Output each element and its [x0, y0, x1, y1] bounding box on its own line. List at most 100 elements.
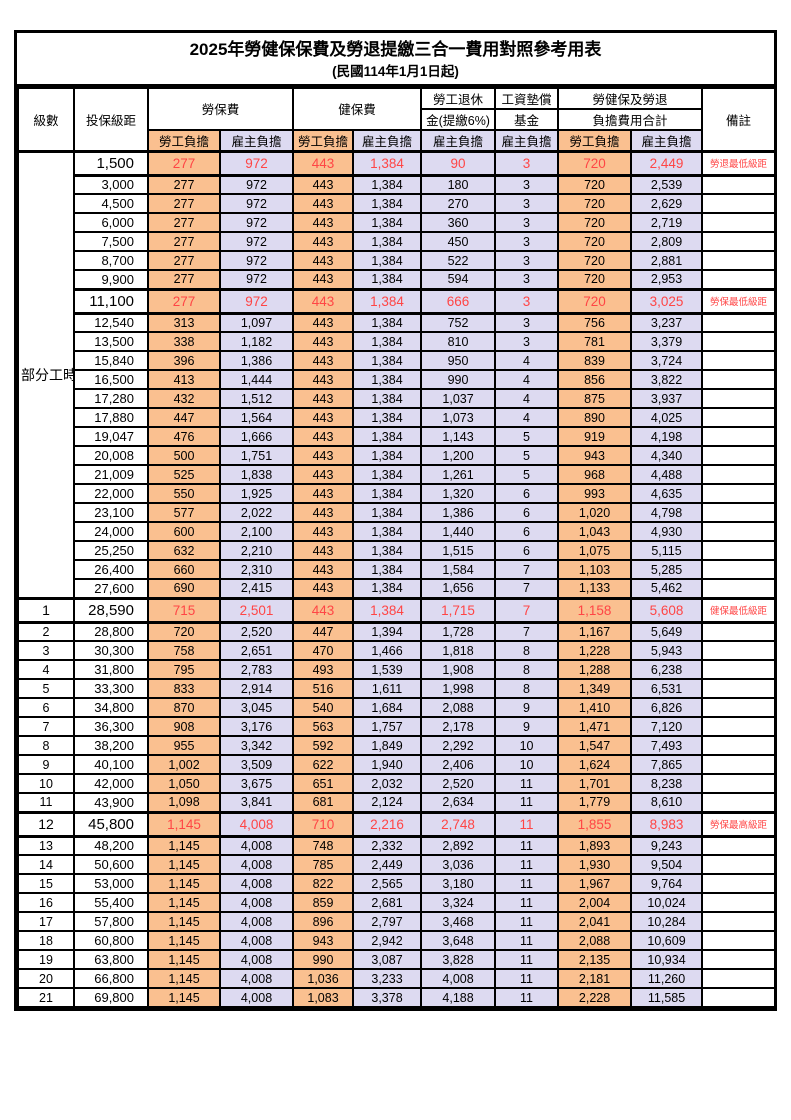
fee-cell: 443 — [292, 287, 355, 315]
fee-cell: 2,449 — [352, 854, 423, 876]
table-row: 18 60,800 1,145 4,008 943 2,942 3,648 11 2,088 10… — [17, 930, 777, 952]
fee-cell: 1,384 — [352, 149, 423, 177]
remark-cell — [701, 193, 777, 215]
fee-cell: 651 — [292, 773, 355, 795]
remark-cell — [701, 331, 777, 353]
fee-cell: 443 — [292, 269, 355, 291]
remark-cell — [701, 231, 777, 253]
fee-cell: 955 — [147, 735, 221, 757]
fee-cell: 443 — [292, 174, 355, 196]
fee-cell: 443 — [292, 388, 355, 410]
remark-cell — [701, 892, 777, 914]
remark-cell — [701, 407, 777, 429]
fee-cell: 720 — [557, 269, 633, 291]
level-cell: 17 — [17, 911, 75, 933]
fee-cell: 4,008 — [218, 949, 295, 971]
bracket-cell: 16,500 — [73, 369, 149, 391]
col-header-pension-line1: 勞工退休 — [420, 86, 497, 110]
table-row: 7,500 277 972 443 1,384 450 3 720 2,809 — [18, 231, 777, 253]
fee-cell: 443 — [292, 407, 355, 429]
fee-cell: 1,715 — [420, 596, 497, 624]
fee-cell: 11 — [494, 810, 560, 838]
fee-cell: 2,178 — [420, 716, 497, 738]
fee-cell: 3,822 — [630, 369, 704, 391]
table-row: 12 45,800 1,145 4,008 710 2,216 2,748 11 1,855 8,… — [17, 810, 777, 838]
fee-cell: 1,384 — [352, 287, 423, 315]
fee-cell: 3,180 — [420, 873, 497, 895]
fee-cell: 443 — [292, 578, 355, 600]
fee-cell: 972 — [218, 250, 295, 272]
fee-cell: 4,188 — [420, 987, 497, 1009]
table-row: 10 42,000 1,050 3,675 651 2,032 2,520 11 1,701 8,… — [17, 773, 777, 795]
fee-cell: 2,406 — [420, 754, 497, 776]
fee-cell: 9 — [494, 697, 560, 719]
bracket-cell: 1,500 — [73, 149, 149, 177]
table-row: 9 40,100 1,002 3,509 622 1,940 2,406 10 1,624 7,8… — [17, 754, 777, 776]
fee-cell: 5 — [494, 445, 560, 467]
bracket-cell: 40,100 — [73, 754, 149, 776]
fee-cell: 4,008 — [218, 987, 295, 1009]
fee-cell: 1,384 — [352, 312, 423, 334]
bracket-cell: 43,900 — [73, 792, 149, 814]
fee-cell: 720 — [557, 174, 633, 196]
fee-cell: 2,004 — [557, 892, 633, 914]
fee-cell: 795 — [147, 659, 221, 681]
table-row: 19 63,800 1,145 4,008 990 3,087 3,828 11 2,135 10… — [17, 949, 777, 971]
fee-cell: 443 — [292, 149, 355, 177]
fee-cell: 3 — [494, 212, 560, 234]
level-cell: 3 — [17, 640, 75, 662]
subheader-labor-employee-share: 勞工負擔 — [147, 128, 221, 153]
table-row: 20 66,800 1,145 4,008 1,036 3,233 4,008 11 2,181… — [17, 968, 777, 990]
fee-cell: 4,488 — [630, 464, 704, 486]
fee-cell: 1,547 — [557, 735, 633, 757]
fee-cell: 972 — [218, 287, 295, 315]
fee-cell: 4 — [494, 388, 560, 410]
fee-cell: 1,967 — [557, 873, 633, 895]
table-body: 部分工時 1,500 277 972 443 1,384 90 3 720 2,449 勞退最低級距… — [17, 149, 777, 1009]
bracket-cell: 31,800 — [73, 659, 149, 681]
fee-cell: 1,512 — [218, 388, 295, 410]
fee-cell: 443 — [292, 540, 355, 562]
fee-cell: 1,288 — [557, 659, 633, 681]
fee-cell: 8 — [494, 640, 560, 662]
fee-cell: 1,384 — [352, 596, 423, 624]
fee-cell: 1,228 — [557, 640, 633, 662]
subheader-total-employer-share: 雇主負擔 — [630, 128, 704, 153]
table-row: 部分工時 1,500 277 972 443 1,384 90 3 720 2,449 勞退最低級距 — [17, 149, 777, 600]
bracket-cell: 30,300 — [73, 640, 149, 662]
fee-cell: 972 — [218, 174, 295, 196]
fee-cell: 710 — [292, 810, 355, 838]
fee-cell: 758 — [147, 640, 221, 662]
fee-cell: 622 — [292, 754, 355, 776]
title-box: 2025年勞健保保費及勞退提繳三合一費用對照參考用表 (民國114年1月1日起) — [17, 33, 774, 87]
fee-cell: 660 — [147, 559, 221, 581]
table-row: 17,880 447 1,564 443 1,384 1,073 4 890 4,025 — [18, 407, 777, 429]
fee-cell: 690 — [147, 578, 221, 600]
fee-cell: 1,384 — [352, 331, 423, 353]
level-cell: 13 — [17, 835, 75, 857]
remark-cell — [701, 212, 777, 234]
remark-cell — [701, 854, 777, 876]
fee-cell: 1,930 — [557, 854, 633, 876]
fee-cell: 443 — [292, 350, 355, 372]
table-row: 4 31,800 795 2,783 493 1,539 1,908 8 1,288 6,238 — [17, 659, 777, 681]
fee-cell: 720 — [557, 231, 633, 253]
fee-cell: 9,243 — [630, 835, 704, 857]
level-cell: 20 — [17, 968, 75, 990]
fee-cell: 1,624 — [557, 754, 633, 776]
fee-cell: 1,097 — [218, 312, 295, 334]
fee-cell: 1,145 — [147, 854, 221, 876]
fee-cell: 972 — [218, 193, 295, 215]
fee-cell: 3 — [494, 149, 560, 177]
remark-cell — [701, 521, 777, 543]
remark-cell — [701, 621, 777, 643]
fee-cell: 2,501 — [218, 596, 295, 624]
remark-cell — [701, 483, 777, 505]
fee-cell: 4,008 — [218, 873, 295, 895]
fee-cell: 10 — [494, 735, 560, 757]
fee-cell: 856 — [557, 369, 633, 391]
fee-cell: 972 — [218, 212, 295, 234]
bracket-cell: 45,800 — [73, 810, 149, 838]
fee-cell: 3,937 — [630, 388, 704, 410]
col-header-bracket: 投保級距 — [73, 86, 149, 153]
